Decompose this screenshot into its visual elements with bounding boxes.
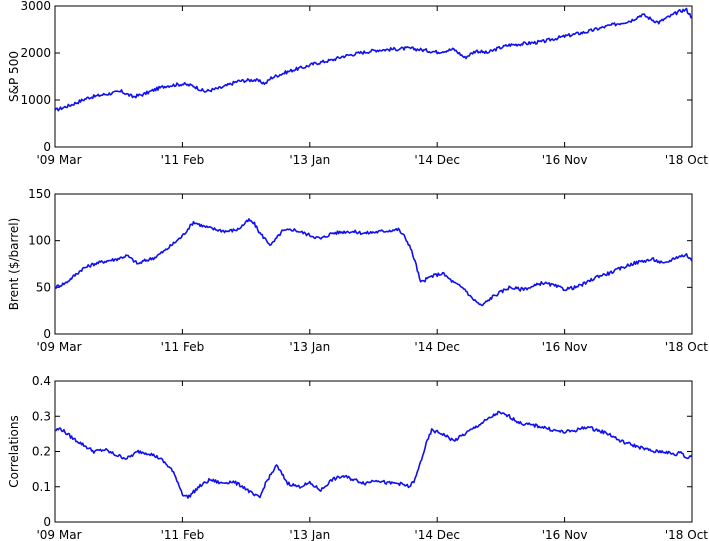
x-tick-label: '16 Nov [542,153,588,167]
series-line-1 [54,410,693,499]
x-tick-label: '11 Feb [161,340,205,354]
chart-panel-3: 0 0.1 0.2 0.3 0.4 '09 Mar '11 Feb '13 Jan '14 De… [7,374,708,541]
x-tick-label: '13 Jan [289,340,330,354]
x-tick-label: '13 Jan [289,528,330,541]
x-tick-label: '09 Mar [36,528,81,541]
x-tick-label: '14 Dec [414,528,460,541]
x-tick-label: '14 Dec [414,340,460,354]
series-line-1 [54,218,693,307]
x-tick-label: '18 Oct [665,528,708,541]
y-axis-label: Correlations [7,415,21,487]
y-tick-label: 0 [43,140,51,154]
plot-frame [54,5,693,148]
x-tick-label: '09 Mar [36,340,81,354]
x-tick-label: '09 Mar [36,153,81,167]
chart-panel-2: 0 50 100 150 '09 Mar '11 Feb '13 Jan '14 Dec '16… [7,187,708,354]
y-tick-label: 0.4 [32,374,51,388]
x-tick-label: '11 Feb [161,528,205,541]
y-tick-label: 0 [43,515,51,529]
x-tick-label: '16 Nov [542,528,588,541]
y-tick-label: 0.1 [32,480,51,494]
plot-frame [54,193,693,335]
x-tick-label: '13 Jan [289,153,330,167]
y-tick-label: 2000 [20,46,51,60]
x-tick-label: '18 Oct [665,340,708,354]
y-tick-label: 3000 [20,0,51,13]
y-axis-label: S&P 500 [7,51,21,102]
x-tick-label: '18 Oct [665,153,708,167]
y-tick-label: 0 [43,327,51,341]
x-tick-label: '11 Feb [161,153,205,167]
series-line-1 [54,7,693,112]
y-tick-label: 150 [28,187,51,201]
chart-panel-1: 0 1000 2000 3000 '09 Mar '11 Feb '13 Jan '14 De… [7,0,708,167]
y-tick-label: 100 [28,234,51,248]
x-tick-label: '16 Nov [542,340,588,354]
y-tick-label: 0.3 [32,409,51,423]
y-tick-label: 0.2 [32,445,51,459]
plot-frame [54,380,693,523]
y-tick-label: 50 [36,280,51,294]
y-axis-label: Brent ($/barrel) [7,218,21,311]
x-tick-label: '14 Dec [414,153,460,167]
y-tick-label: 1000 [20,93,51,107]
